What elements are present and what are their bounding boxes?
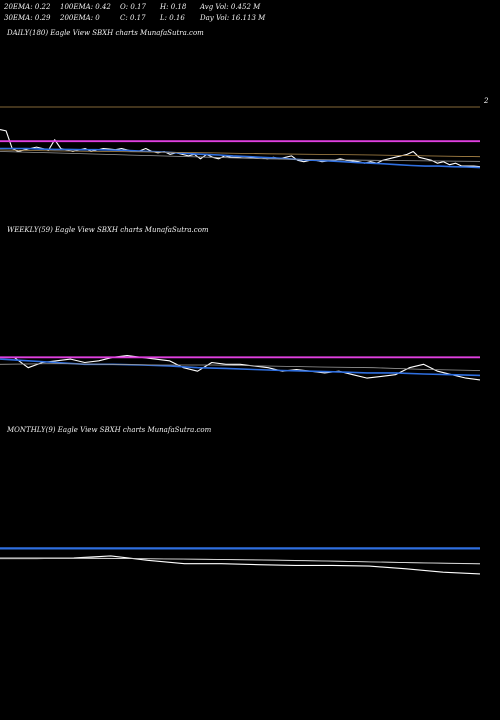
monthly-series-0 [0,555,481,575]
daily-chart [0,128,481,169]
daily-series-3 [0,151,481,162]
weekly-series-0 [0,355,481,381]
stat-ema30: 30EMA: 0.29 [4,14,51,22]
weekly-series-3 [0,363,481,371]
daily-series-1 [0,147,481,169]
daily-axis-label: 2 [484,97,489,105]
monthly-chart [0,547,481,575]
stat-close: C: 0.17 [120,14,146,22]
daily-series-4 [0,149,481,158]
stat-ema100: 100EMA: 0.42 [60,3,111,11]
stat-high: H: 0.18 [160,3,187,11]
daily-series-0 [0,128,481,168]
stat-low: L: 0.16 [160,14,185,22]
stat-day-vol: Day Vol: 16.113 M [200,14,266,22]
weekly-panel-label: WEEKLY(59) Eagle View SBXH charts Munafa… [7,226,209,234]
stat-avg-vol: Avg Vol: 0.452 M [200,3,261,11]
stat-open: O: 0.17 [120,3,146,11]
stat-ema200: 200EMA: 0 [60,14,100,22]
daily-panel-label: DAILY(180) Eagle View SBXH charts Munafa… [7,29,204,37]
weekly-series-1 [0,358,481,377]
monthly-series-3 [0,557,481,565]
weekly-chart [0,355,481,381]
stat-ema20: 20EMA: 0.22 [4,3,51,11]
monthly-panel-label: MONTHLY(9) Eagle View SBXH charts Munafa… [7,426,212,434]
